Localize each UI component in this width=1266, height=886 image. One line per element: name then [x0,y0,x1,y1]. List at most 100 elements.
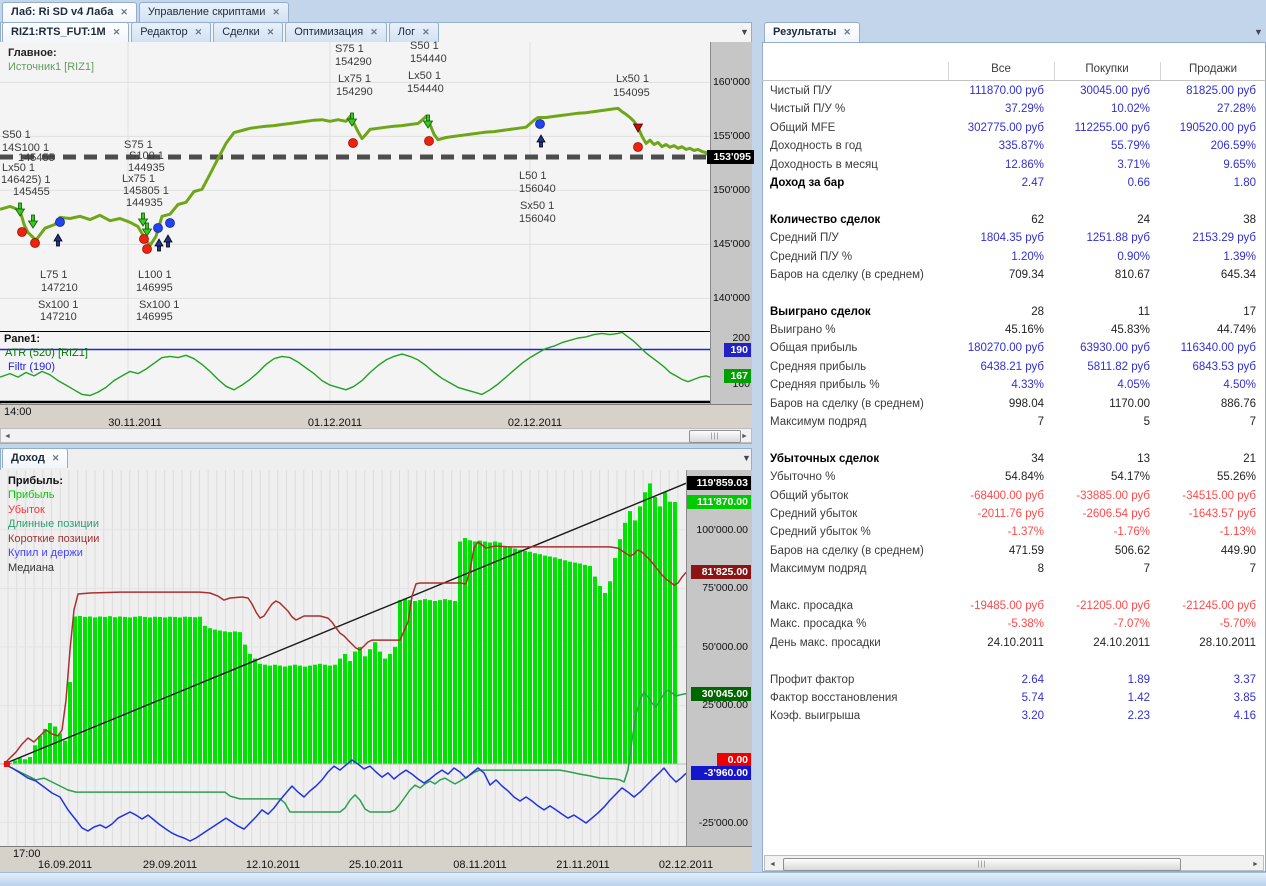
chart-tab[interactable]: RIZ1:RTS_FUT:1M ✕ [2,22,130,42]
scroll-left-icon[interactable]: ◄ [769,861,776,868]
scroll-left-icon[interactable]: ◄ [4,433,11,440]
results-value: -19485.00 руб [970,599,1044,612]
results-row: Баров на сделку (в среднем) 471.59 506.62 4… [762,542,1266,560]
results-value: 1.39% [1223,250,1256,263]
results-panel-menu-icon[interactable]: ▼ [1254,27,1263,37]
results-row-label: Убыточных сделок [770,452,880,465]
price-tick: 145'000 [712,238,750,251]
results-value: 190520.00 руб [1179,121,1256,134]
results-tab[interactable]: Результаты ✕ [764,22,860,42]
results-value: 38 [1243,213,1256,226]
date-tick: 16.09.2011 [37,859,93,871]
results-spacer-row [762,652,1266,670]
results-value: 5 [1143,416,1150,429]
close-icon[interactable]: ✕ [843,26,851,37]
income-badge: 30'045.00 [691,686,751,701]
results-value: 111870.00 руб [969,85,1044,97]
results-value: 37.29% [1004,103,1044,116]
results-row-label: Чистый П/У [770,85,832,97]
chart-tab-label: Сделки [222,26,260,38]
results-value: 471.59 [1008,544,1044,557]
income-tab[interactable]: Доход ✕ [2,448,69,468]
results-row: Баров на сделку (в среднем) 998.04 1170.00… [762,395,1266,413]
results-row-label: Средний убыток % [770,526,871,539]
date-tick: 12.10.2011 [245,859,301,871]
results-value: 645.34 [1220,268,1256,281]
price-tick: 150'000 [712,184,750,197]
results-value: 7 [1037,416,1044,429]
close-icon[interactable]: ✕ [51,452,60,463]
results-spacer-row [762,284,1266,302]
close-icon[interactable]: ✕ [272,6,280,17]
results-value: 2153.29 руб [1192,232,1257,245]
results-value: 81825.00 руб [1186,85,1256,97]
results-value: -21205.00 руб [1076,599,1150,612]
close-icon[interactable]: ✕ [370,26,378,37]
income-panel-menu-icon[interactable]: ▼ [742,453,751,463]
price-tick: 160'000 [712,76,750,89]
results-value: 886.76 [1220,397,1256,410]
results-row: Общая прибыль 180270.00 руб 63930.00 руб 11… [762,339,1266,357]
results-value: 28 [1031,305,1044,318]
workspace-tab[interactable]: Управление скриптами ✕ [138,2,289,22]
results-row: Максимум подряд 8 7 7 [762,560,1266,578]
results-row: Макс. просадка % -5.38% -7.07% -5.70% [762,615,1266,633]
results-row-label: Максимум подряд [770,416,867,429]
results-row-label: Доходность в месяц [770,158,878,171]
income-tick: 100'000.00 [696,523,748,536]
results-row-label: Макс. просадка [770,599,853,612]
scroll-right-icon[interactable]: ► [741,433,748,440]
chart-tab[interactable]: Сделки ✕ [213,22,284,42]
results-tab-bar: Результаты ✕ [762,22,1254,42]
income-chart-region[interactable]: Прибыль: Прибыль Убыток Длинные позиции Кор… [0,470,752,846]
scroll-thumb[interactable]: ||| [689,430,741,443]
results-value: 13 [1137,452,1150,465]
results-value: 1804.35 руб [980,232,1045,245]
results-spacer-row [762,431,1266,449]
pane-badge: 167 [724,368,751,383]
results-value: 3.37 [1233,673,1256,686]
chart-tab[interactable]: Оптимизация ✕ [285,22,387,42]
price-chart-region[interactable]: Главное: Источник1 [RIZ1] Pane1: ATR (52… [0,40,754,404]
results-value: 12.86% [1004,158,1044,171]
results-row: Убыточно % 54.84% 54.17% 55.26% [762,468,1266,486]
income-badge: 81'825.00 [691,565,751,580]
chart-tab[interactable]: Редактор ✕ [131,22,212,42]
chart-tab[interactable]: Лог ✕ [388,22,439,42]
date-tick: 25.10.2011 [348,859,404,871]
close-icon[interactable]: ✕ [266,26,275,37]
close-icon[interactable]: ✕ [194,26,203,37]
results-tab-label: Результаты [773,26,837,38]
chart-panel-menu-icon[interactable]: ▼ [740,27,749,37]
close-icon[interactable]: ✕ [422,26,430,37]
results-row-label: Баров на сделку (в среднем) [770,544,924,557]
date-tick: 08.11.2011 [453,859,507,871]
results-value: 55.79% [1110,140,1150,153]
results-value: 449.90 [1220,544,1256,557]
income-x-axis: 17:00 16.09.2011 29.09.2011 12.10.2011 25.1… [0,846,752,872]
results-scrollbar[interactable]: ◄ ||| ► [764,855,1264,871]
close-icon[interactable]: ✕ [120,6,128,17]
date-tick: 02.12.2011 [507,417,563,429]
results-value: -1.13% [1219,526,1256,539]
results-value: 44.74% [1216,324,1256,337]
results-row: Профит фактор 2.64 1.89 3.37 [762,671,1266,689]
chart-tab-label: Редактор [140,26,188,38]
workspace-tab[interactable]: Лаб: Ri SD v4 Лаба ✕ [2,2,137,22]
pane-tick: 200 [732,332,750,344]
results-value: 1.89 [1127,673,1150,686]
results-value: 116340.00 руб [1180,342,1256,355]
results-row: Доход за бар 2.47 0.66 1.80 [762,174,1266,192]
scroll-thumb[interactable]: ||| [783,858,1181,871]
workspace-tab-label: Лаб: Ri SD v4 Лаба [11,6,114,18]
income-chart-canvas[interactable] [0,470,752,846]
results-value: -7.07% [1113,618,1150,631]
price-chart-scrollbar[interactable]: ◄ ||| ► [0,428,752,443]
price-chart-canvas[interactable] [0,42,752,404]
scroll-right-icon[interactable]: ► [1252,861,1259,868]
results-value: 28.10.2011 [1199,636,1256,649]
price-tick: 155'000 [712,130,750,143]
results-value: 4.05% [1117,379,1150,392]
close-icon[interactable]: ✕ [112,26,121,37]
date-tick: 21.11.2011 [556,859,610,871]
